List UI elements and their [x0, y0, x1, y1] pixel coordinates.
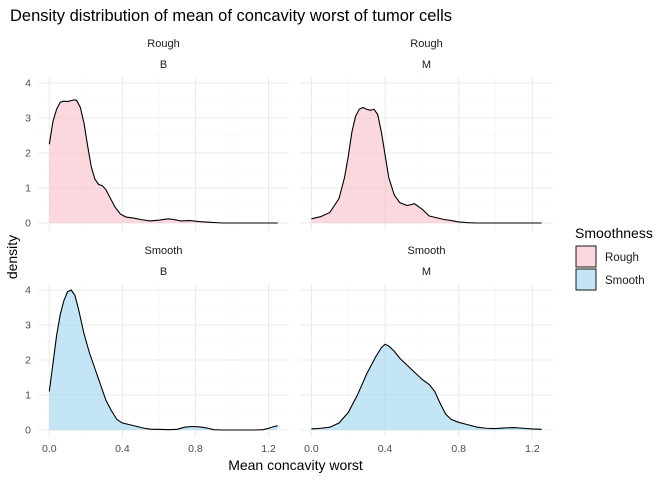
y-tick-label-smooth-b: 0: [25, 425, 31, 437]
chart-title: Density distribution of mean of concavit…: [10, 7, 452, 25]
y-tick-label-rough-b: 0: [25, 218, 31, 230]
y-tick-label-rough-b: 1: [25, 183, 31, 195]
density-area-smooth-m: [311, 344, 542, 430]
x-tick-label-smooth-m: 0.8: [451, 443, 466, 455]
y-tick-label-rough-b: 2: [25, 148, 31, 160]
legend-key-smooth: [575, 268, 597, 291]
x-tick-label-smooth-b: 1.2: [261, 443, 276, 455]
density-area-smooth-b: [49, 290, 278, 430]
strip-label-col-smooth-m: M: [422, 266, 431, 278]
y-tick-label-smooth-b: 3: [25, 320, 31, 332]
density-line-smooth-m: [311, 343, 542, 430]
legend-label-rough: Rough: [605, 252, 639, 264]
y-tick-label-rough-b: 4: [25, 78, 31, 90]
strip-label-row-smooth-m: Smooth: [408, 245, 446, 257]
x-tick-label-smooth-b: 0.0: [42, 443, 57, 455]
strip-label-row-rough-m: Rough: [410, 38, 442, 50]
x-tick-label-smooth-m: 1.2: [525, 443, 540, 455]
legend-title: Smoothness: [575, 225, 653, 241]
x-tick-label-smooth-m: 0.0: [304, 443, 319, 455]
y-tick-label-smooth-b: 1: [25, 390, 31, 402]
strip-label-col-smooth-b: B: [160, 266, 167, 278]
density-line-rough-b: [48, 99, 278, 224]
density-area-rough-b: [49, 99, 278, 223]
legend-label-smooth: Smooth: [605, 275, 645, 287]
y-tick-label-smooth-b: 2: [25, 355, 31, 367]
x-tick-label-smooth-b: 0.4: [115, 443, 130, 455]
y-tick-label-rough-b: 3: [25, 113, 31, 125]
strip-label-col-rough-m: M: [422, 59, 431, 71]
strip-label-row-smooth-b: Smooth: [145, 245, 183, 257]
strip-label-col-rough-b: B: [160, 59, 167, 71]
x-tick-label-smooth-b: 0.8: [188, 443, 203, 455]
x-axis-title: Mean concavity worst: [228, 457, 363, 473]
legend-key-rough: [575, 245, 597, 268]
y-tick-label-smooth-b: 4: [25, 285, 31, 297]
density-area-rough-m: [311, 107, 542, 223]
x-tick-label-smooth-m: 0.4: [378, 443, 393, 455]
density-line-smooth-b: [48, 289, 278, 431]
y-axis-title: density: [4, 235, 20, 279]
strip-label-row-rough-b: Rough: [147, 38, 179, 50]
density-line-rough-m: [311, 106, 542, 224]
